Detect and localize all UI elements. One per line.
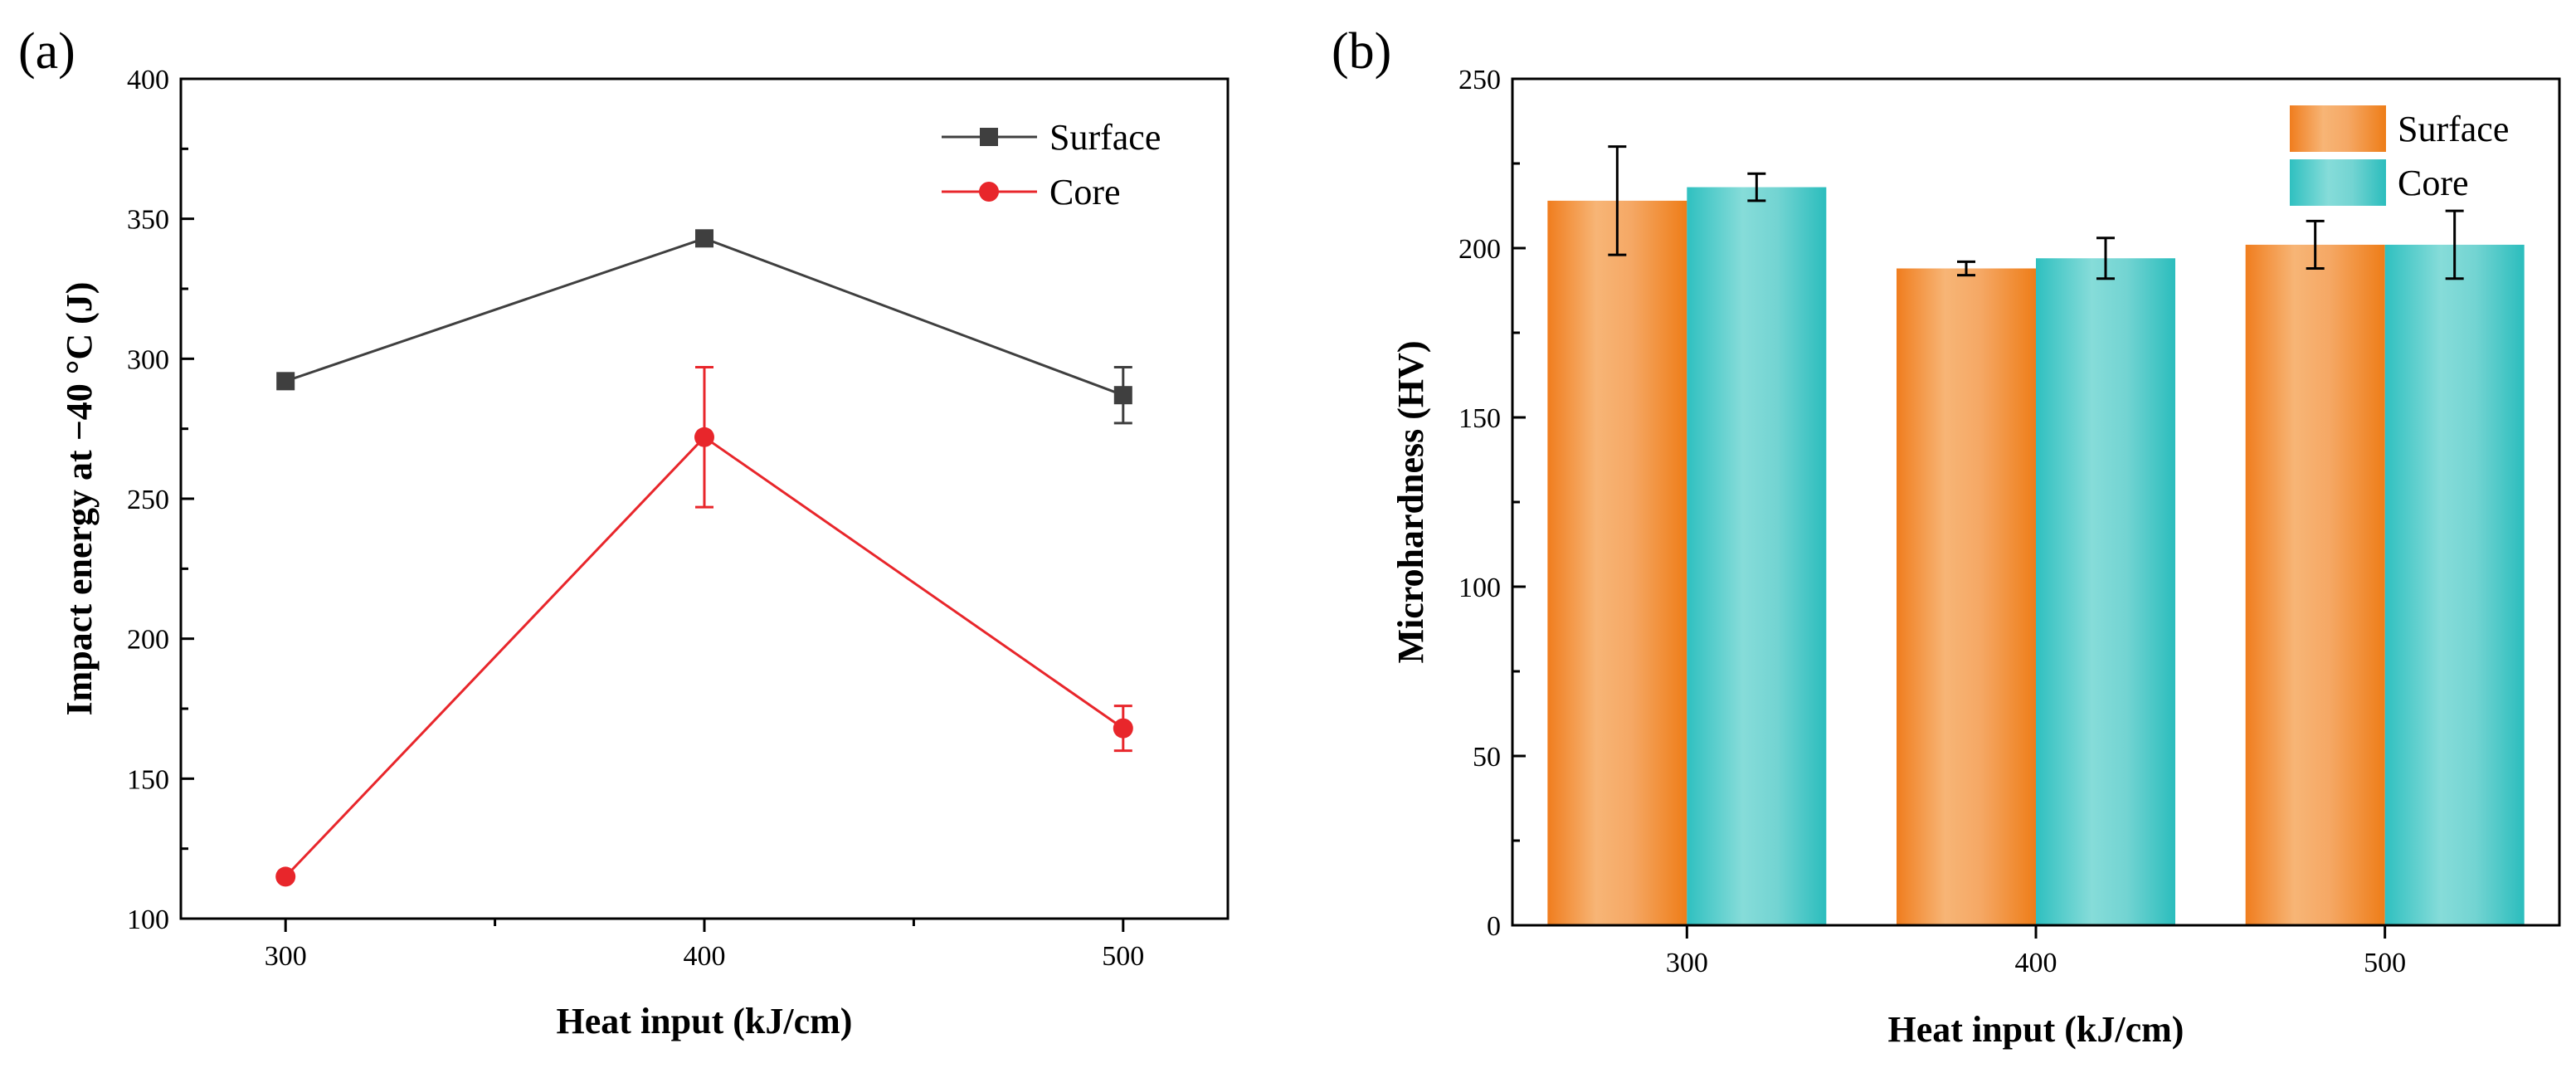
panel-b-x-tick-label-400: 400 [2015, 948, 2057, 978]
panel-b-y-tick-label-100: 100 [1458, 573, 1501, 603]
panel-b-legend-label-surface: Surface [2398, 109, 2509, 149]
panel-b-legend: Surface Core [2290, 105, 2509, 206]
panel-b-bar-surface-500 [2245, 244, 2385, 925]
panel-b-y-tick-label-50: 50 [1473, 742, 1501, 773]
panel-b-bar-core-300 [1687, 187, 1827, 925]
panel-b-y-tick-label-150: 150 [1458, 403, 1501, 434]
panel-b-bar-chart: (b) 0 50 100 150 200 250 300 400 500 Heat input … [1332, 23, 2561, 1050]
panel-b-legend-swatch-core [2290, 159, 2386, 206]
panel-b-legend-item-surface: Surface [2290, 105, 2509, 152]
panel-b-x-tick-label-500: 500 [2364, 948, 2406, 978]
panel-a-point-core-500 [1113, 718, 1133, 739]
panel-b-marks [1547, 145, 2525, 926]
panel-b-bar-core-500 [2384, 244, 2525, 925]
panel-a-legend-marker-core [979, 182, 999, 202]
panel-a-y-axis-title: Impact energy at −40 °C (J) [59, 282, 100, 716]
panel-b-bar-core-400 [2036, 258, 2175, 925]
panel-a-y-tick-label-200: 200 [127, 625, 169, 656]
panel-b-legend-item-core: Core [2290, 159, 2469, 206]
panel-b-x-tick-label-300: 300 [1666, 948, 1708, 978]
panel-b-y-tick-label-250: 250 [1458, 65, 1501, 95]
panel-a-x-tick-label-400: 400 [684, 941, 726, 972]
panel-b-error-bar-core-300 [1747, 172, 1766, 202]
panel-a-y-tick-label-250: 250 [127, 485, 169, 515]
panel-a-point-surface-300 [276, 372, 295, 391]
panel-a-y-tick-label-400: 400 [127, 65, 169, 95]
panel-b-y-axis-title: Microhardness (HV) [1390, 340, 1431, 663]
panel-a-point-surface-500 [1113, 386, 1132, 405]
panel-a-series-core [275, 365, 1133, 887]
panel-a-legend-label-surface: Surface [1049, 117, 1161, 158]
panel-b-bar-surface-300 [1547, 200, 1687, 925]
panel-b-y-tick-label-0: 0 [1487, 911, 1501, 942]
panel-b-ticks: 0 50 100 150 200 250 300 400 500 [1458, 65, 2406, 978]
panel-a-y-tick-label-350: 350 [127, 205, 169, 236]
panel-a-legend-item-core: Core [942, 172, 1121, 212]
panel-a-line-chart: (a) 100 150 200 250 300 350 400 300 400 500 Heat … [18, 23, 1230, 1041]
panel-b-bar-surface-400 [1897, 268, 2036, 926]
panel-a-y-tick-label-300: 300 [127, 344, 169, 375]
panel-a-x-axis-title: Heat input (kJ/cm) [557, 1001, 853, 1041]
panel-a-point-surface-400 [695, 229, 713, 248]
panel-b-error-bar-surface-300 [1608, 145, 1627, 256]
panel-a-y-tick-label-100: 100 [127, 905, 169, 935]
panel-b-label: (b) [1332, 23, 1391, 80]
panel-a-y-tick-label-150: 150 [127, 764, 169, 795]
panel-a-x-tick-label-500: 500 [1102, 941, 1144, 972]
panel-b-legend-label-core: Core [2398, 163, 2469, 203]
panel-a-legend: Surface Core [942, 117, 1161, 212]
panel-b-error-bar-core-500 [2445, 209, 2464, 280]
panel-a-legend-item-surface: Surface [942, 117, 1161, 158]
panel-a-ticks: 100 150 200 250 300 350 400 300 400 500 [127, 65, 1144, 972]
panel-a-series-surface [276, 229, 1132, 425]
panel-a-legend-marker-surface [980, 128, 998, 146]
panel-a-x-tick-label-300: 300 [265, 941, 307, 972]
panel-a-point-core-300 [275, 866, 296, 887]
panel-a-point-core-400 [694, 427, 714, 447]
panel-a-legend-label-core: Core [1049, 172, 1121, 212]
panel-b-legend-swatch-surface [2290, 105, 2386, 152]
panel-b-y-tick-label-200: 200 [1458, 234, 1501, 265]
panel-b-x-axis-title: Heat input (kJ/cm) [1888, 1009, 2184, 1050]
panel-b-error-bar-surface-500 [2306, 219, 2325, 270]
panel-a-label: (a) [18, 23, 75, 80]
panel-a-marks [275, 229, 1133, 887]
panel-b-error-bar-surface-400 [1957, 260, 1975, 277]
panel-b-error-bar-core-400 [2096, 237, 2115, 280]
